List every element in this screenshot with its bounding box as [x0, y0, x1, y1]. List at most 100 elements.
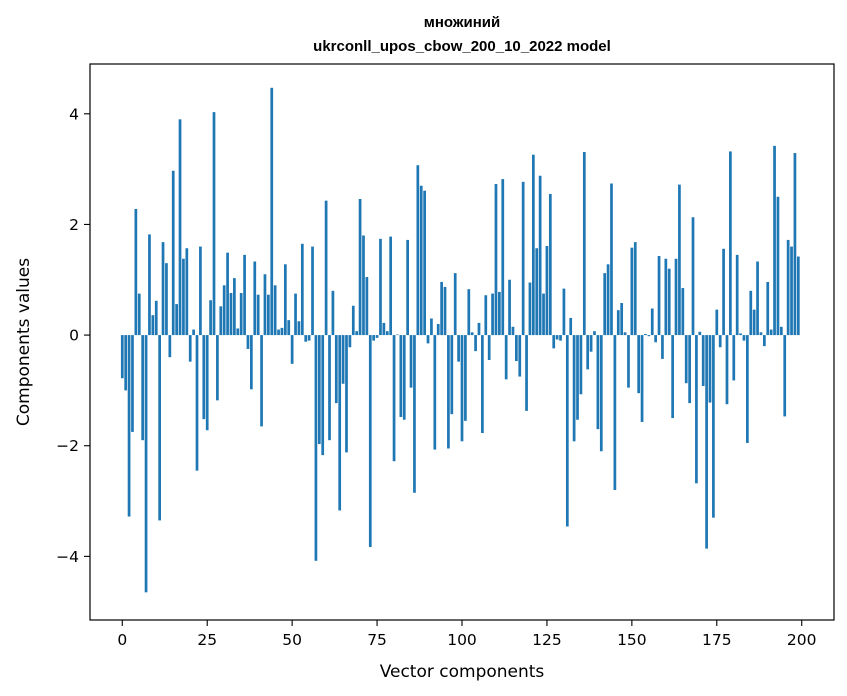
- bar-158: [657, 255, 661, 336]
- bar-34: [236, 328, 240, 336]
- bar-98: [453, 273, 457, 336]
- bar-115: [511, 326, 515, 336]
- bar-159: [661, 335, 664, 359]
- bar-38: [250, 335, 253, 390]
- bar-73: [368, 335, 372, 547]
- bar-146: [616, 310, 620, 336]
- bar-13: [165, 263, 168, 336]
- bar-91: [430, 318, 433, 336]
- bar-165: [681, 288, 685, 336]
- bar-174: [712, 335, 715, 518]
- bar-26: [209, 300, 212, 336]
- bar-184: [746, 335, 749, 443]
- bar-114: [508, 279, 511, 336]
- x-tick-label-50: 50: [282, 631, 302, 649]
- bar-147: [620, 303, 624, 336]
- bar-103: [470, 332, 474, 336]
- bar-153: [640, 335, 644, 422]
- bar-80: [392, 335, 396, 462]
- bar-130: [562, 288, 566, 336]
- bar-59: [321, 335, 325, 456]
- bar-46: [277, 329, 280, 336]
- bar-10: [154, 300, 158, 336]
- bar-83: [402, 335, 406, 420]
- bar-35: [239, 293, 243, 336]
- bar-190: [766, 281, 770, 336]
- bar-104: [474, 335, 477, 352]
- bar-122: [535, 248, 539, 336]
- bar-192: [773, 145, 776, 336]
- bar-90: [426, 335, 430, 344]
- bar-87: [416, 165, 420, 336]
- bar-186: [752, 309, 756, 336]
- bar-127: [552, 335, 556, 349]
- bar-60: [324, 200, 328, 336]
- x-axis-label: Vector components: [380, 662, 545, 682]
- bar-65: [341, 335, 345, 384]
- bar-155: [647, 335, 651, 337]
- bar-56: [311, 246, 314, 336]
- bar-162: [671, 335, 674, 419]
- bar-136: [582, 151, 586, 336]
- bar-199: [796, 256, 800, 336]
- bar-135: [579, 335, 583, 395]
- bar-129: [559, 335, 562, 341]
- bar-154: [644, 333, 647, 336]
- bar-17: [178, 119, 182, 336]
- bar-18: [182, 258, 185, 336]
- bar-66: [345, 335, 348, 453]
- bar-3: [131, 335, 134, 432]
- bar-21: [192, 329, 195, 336]
- x-axis: 0 25 50 75 100 125 150 175 200: [117, 620, 817, 649]
- bar-40: [256, 294, 260, 336]
- bar-43: [267, 294, 270, 336]
- bar-71: [362, 235, 365, 336]
- bar-132: [569, 317, 573, 336]
- bar-23: [199, 246, 202, 336]
- bar-39: [253, 261, 257, 336]
- bar-108: [487, 335, 491, 360]
- bar-149: [627, 335, 630, 388]
- bar-14: [168, 335, 172, 358]
- bar-7: [144, 335, 148, 593]
- bar-27: [212, 112, 216, 336]
- bar-54: [304, 335, 308, 342]
- x-tick-label-150: 150: [617, 631, 647, 649]
- bar-181: [735, 254, 739, 336]
- bar-185: [749, 290, 753, 336]
- bar-58: [317, 335, 321, 445]
- bar-198: [793, 153, 797, 336]
- bar-121: [531, 154, 535, 336]
- bar-161: [667, 268, 671, 336]
- bar-105: [477, 322, 481, 336]
- bar-70: [358, 198, 362, 336]
- x-tick-label-25: 25: [197, 631, 217, 649]
- y-axis-label: Components values: [14, 258, 34, 426]
- bar-42: [263, 274, 267, 336]
- bar-50: [290, 335, 294, 364]
- bar-112: [501, 179, 505, 336]
- bar-77: [382, 322, 386, 336]
- bar-171: [701, 335, 705, 386]
- bar-118: [521, 181, 525, 336]
- bar-76: [379, 238, 382, 336]
- bar-49: [287, 320, 291, 336]
- bar-45: [273, 285, 277, 336]
- bar-125: [545, 246, 549, 336]
- bar-182: [739, 333, 742, 336]
- bar-133: [572, 335, 576, 442]
- bar-1: [124, 335, 128, 391]
- bar-32: [229, 293, 233, 336]
- y-tick-label-2: 2: [69, 216, 79, 234]
- bar-189: [763, 335, 766, 347]
- bar-138: [589, 335, 593, 352]
- bar-96: [447, 335, 450, 449]
- bar-167: [688, 335, 691, 404]
- bar-150: [630, 247, 634, 336]
- bar-67: [348, 335, 352, 348]
- bar-107: [484, 295, 488, 336]
- bar-180: [732, 335, 736, 381]
- bar-116: [515, 335, 518, 362]
- bar-89: [423, 190, 426, 336]
- bar-57: [314, 335, 318, 561]
